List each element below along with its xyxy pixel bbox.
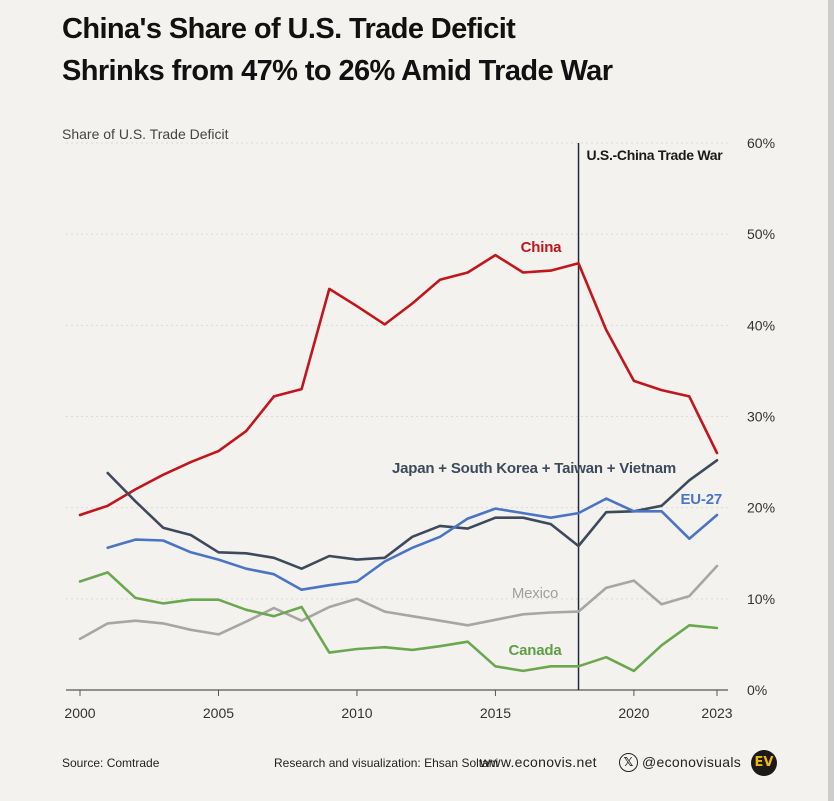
- x-tick-label: 2005: [203, 705, 234, 721]
- econovis-logo-icon: EV: [751, 750, 777, 776]
- social-handle[interactable]: @econovisuals: [642, 754, 742, 770]
- y-tick-label: 40%: [747, 317, 775, 333]
- x-tick-label: 2020: [618, 705, 649, 721]
- source-note: Source: Comtrade: [62, 756, 160, 770]
- series-label-2: EU-27: [680, 491, 722, 508]
- x-tick-label: 2023: [701, 705, 732, 721]
- y-axis-title: Share of U.S. Trade Deficit: [62, 126, 229, 142]
- series-label-1: Japan + South Korea + Taiwan + Vietnam: [392, 460, 676, 477]
- chart-title: China's Share of U.S. Trade Deficit Shri…: [62, 8, 762, 92]
- series-label-0: China: [521, 239, 563, 256]
- title-line-1: China's Share of U.S. Trade Deficit: [62, 13, 516, 45]
- x-tick-label: 2010: [341, 705, 372, 721]
- series-label-3: Mexico: [512, 585, 558, 602]
- title-line-2: Shrinks from 47% to 26% Amid Trade War: [62, 55, 613, 87]
- series-line-3: [78, 564, 719, 641]
- y-tick-label: 30%: [747, 409, 775, 425]
- y-tick-label: 20%: [747, 500, 775, 516]
- x-tick-label: 2000: [64, 705, 95, 721]
- series-line-2: [106, 497, 719, 592]
- y-tick-label: 10%: [747, 591, 775, 607]
- axis-labels: 0% 10% 20% 30% 40% 50% 60% 2000 2005 2010 2015 2020…: [62, 126, 775, 721]
- series-line-4: [78, 571, 719, 673]
- website-link[interactable]: www.econovis.net: [480, 754, 597, 770]
- x-tick-label: 2015: [480, 705, 511, 721]
- credit-note: Research and visualization: Ehsan Soltan…: [274, 756, 499, 770]
- series-line-1: [106, 458, 719, 571]
- x-logo-icon: 𝕏: [619, 753, 638, 772]
- series-line-0: [78, 253, 719, 517]
- y-tick-label: 0%: [747, 682, 767, 698]
- series-lines: [78, 253, 719, 673]
- gridlines: [66, 142, 728, 696]
- y-tick-label: 60%: [747, 135, 775, 151]
- series-labels: China Japan + South Korea + Taiwan + Viet…: [392, 239, 722, 659]
- trade-war-marker: U.S.-China Trade War: [577, 143, 724, 690]
- y-tick-label: 50%: [747, 226, 775, 242]
- series-label-4: Canada: [509, 642, 563, 659]
- trade-war-label: U.S.-China Trade War: [587, 147, 724, 163]
